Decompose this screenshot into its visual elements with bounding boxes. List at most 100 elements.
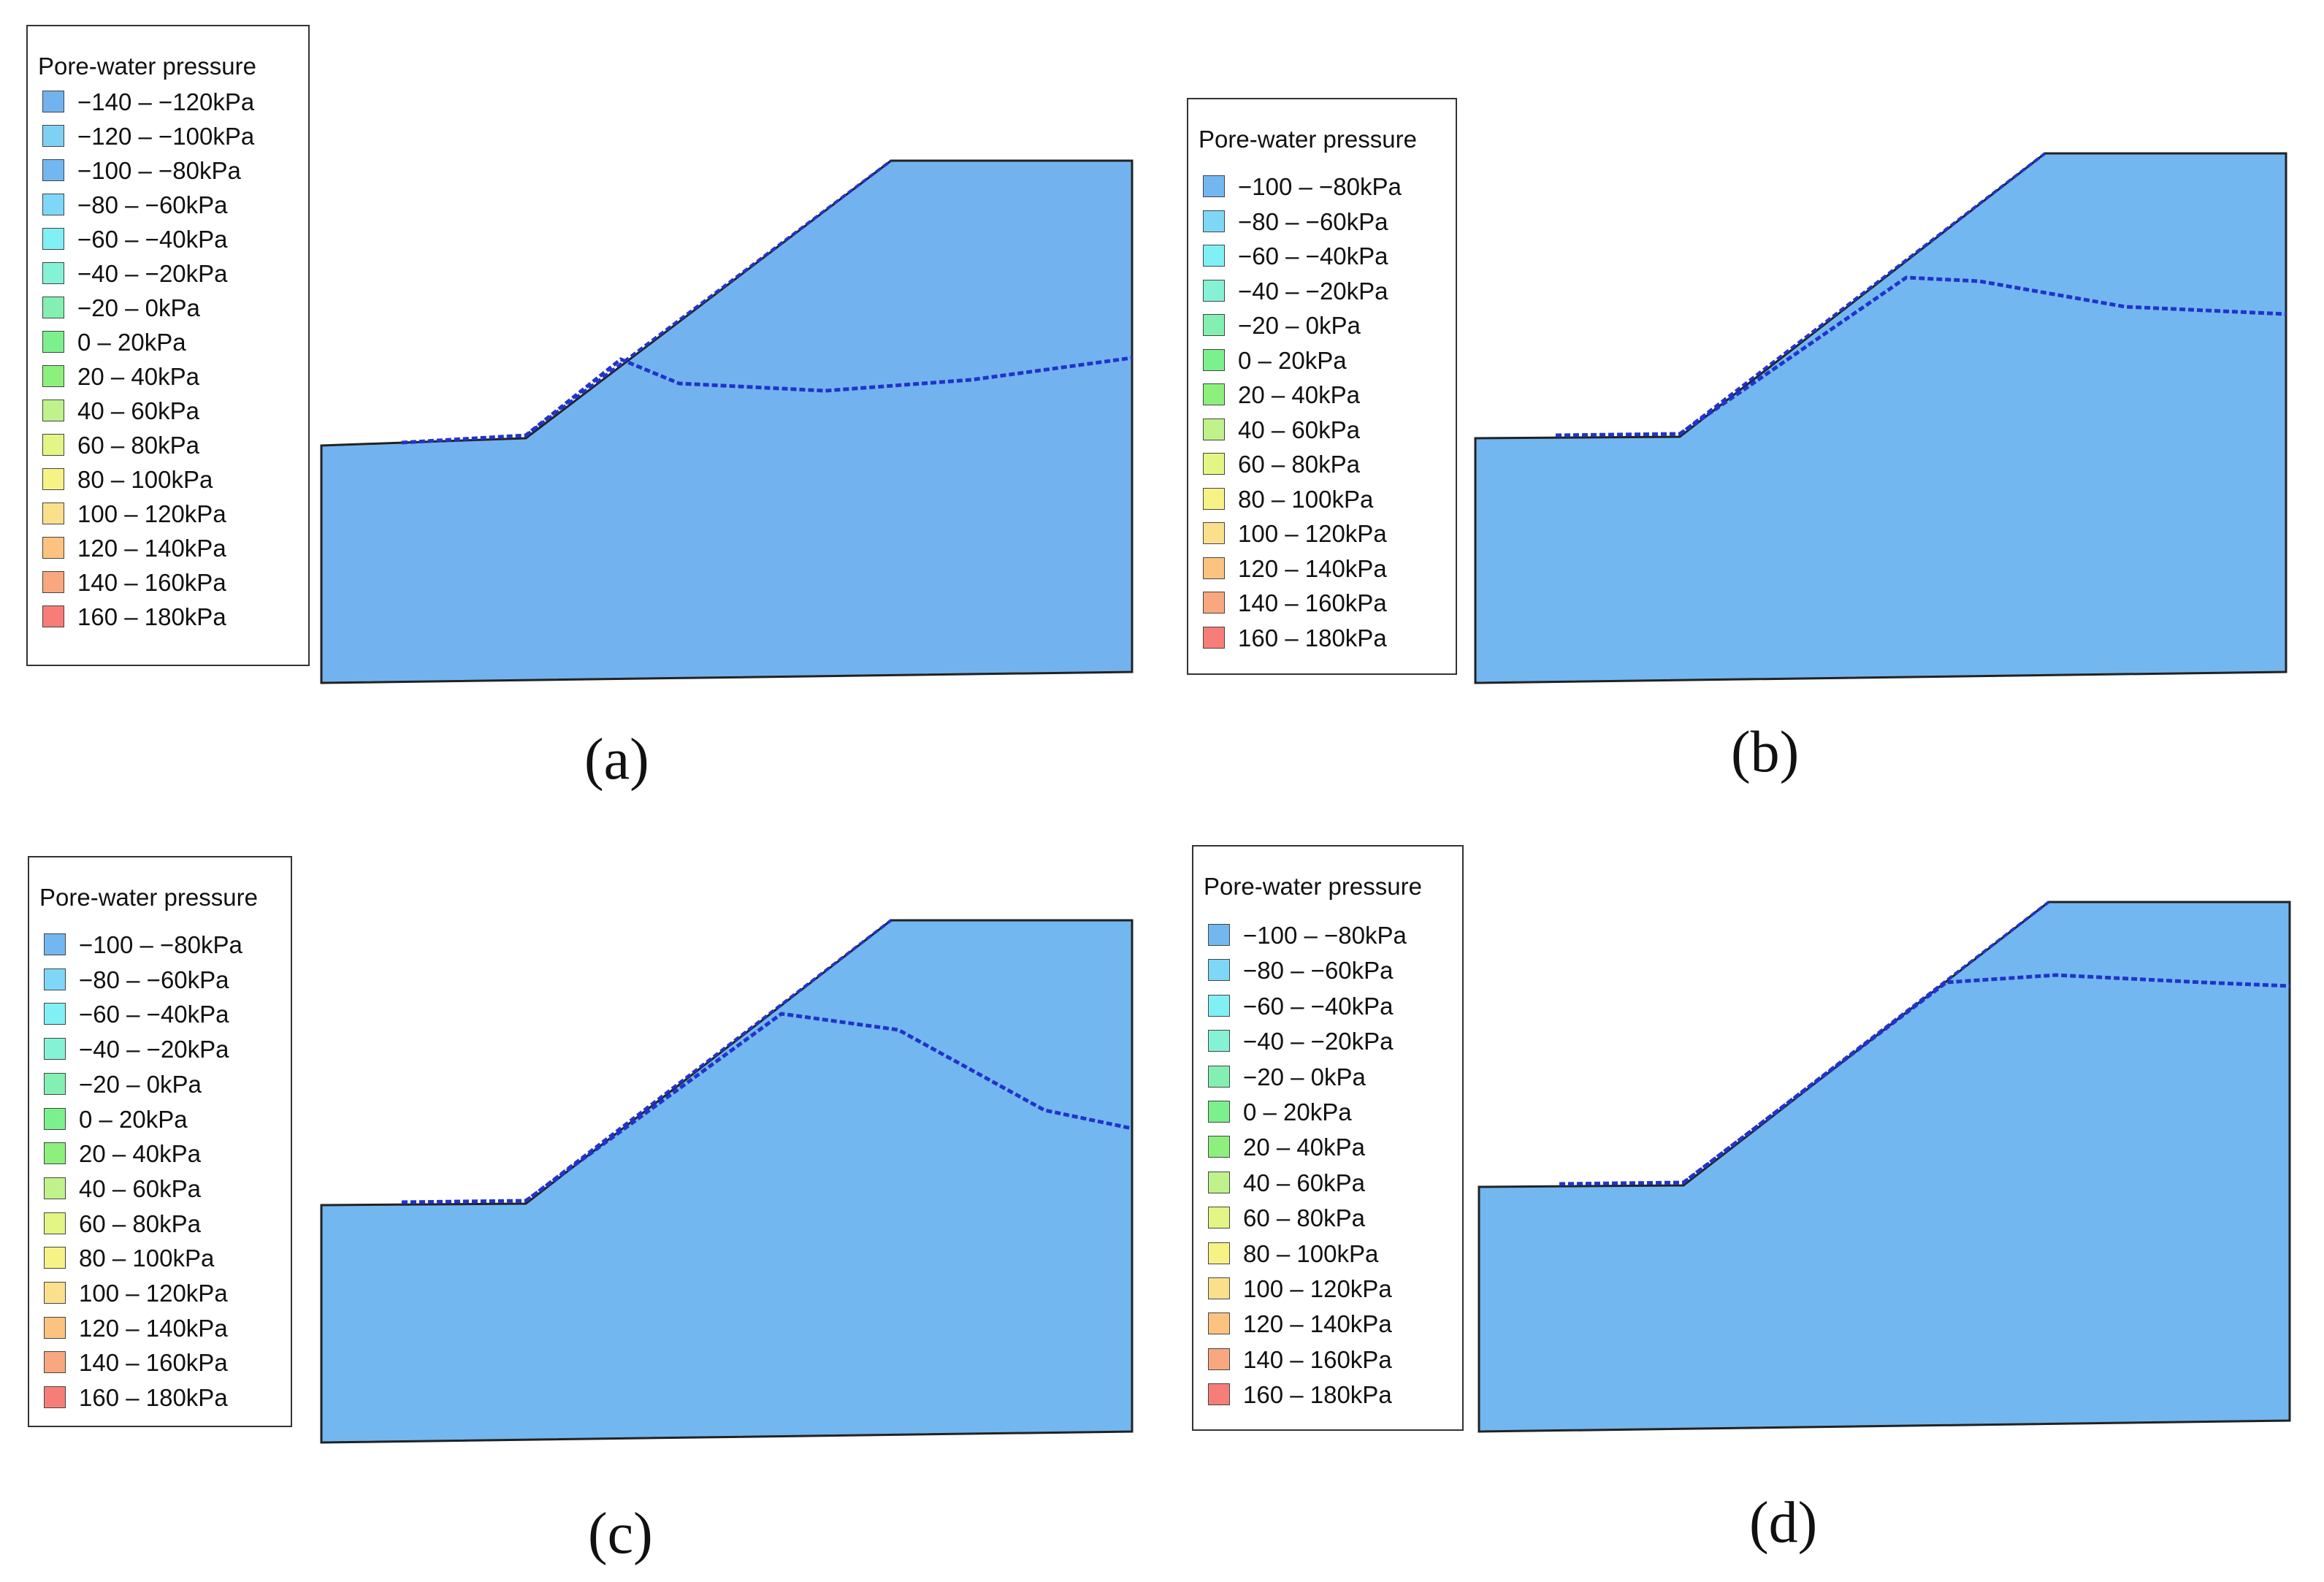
legend-swatch [1208,1383,1230,1406]
legend-label: 20 – 40kPa [79,1140,201,1168]
legend-label: −100 – −80kPa [79,931,242,958]
legend-label: −140 – −120kPa [77,88,255,115]
legend-swatch [1208,924,1230,946]
legend-swatch [44,1003,66,1025]
legend-label: 40 – 60kPa [77,397,199,424]
legend-d: Pore-water pressure −100 – −80kPa −80 – −… [1192,845,1464,1431]
legend-swatch [42,468,64,490]
legend-swatch [42,91,64,112]
contour-band [1479,902,2290,1432]
legend-label: −40 – −20kPa [1238,277,1388,305]
legend-label: −20 – 0kPa [77,294,200,321]
legend-swatch [1208,1277,1230,1299]
legend-label: 100 – 120kPa [1238,520,1387,547]
legend-label: 160 – 180kPa [1243,1381,1392,1409]
legend-label: −80 – −60kPa [77,191,228,218]
legend-swatch [1208,1065,1230,1088]
legend-swatch [1203,279,1225,302]
legend-label: 160 – 180kPa [1238,624,1387,651]
legend-label: −20 – 0kPa [1243,1063,1366,1090]
legend-label: −20 – 0kPa [1238,312,1361,339]
legend-swatch [1208,1242,1230,1264]
legend-swatch [1208,1101,1230,1123]
legend-label: −80 – −60kPa [1238,207,1388,235]
legend-b: Pore-water pressure −100 – −80kPa −80 – −… [1187,98,1457,675]
legend-swatch [42,297,64,318]
legend-label: 140 – 160kPa [1238,589,1387,616]
legend-swatch [1203,418,1225,440]
legend-label: 60 – 80kPa [1238,451,1360,478]
legend-swatch [42,194,64,215]
legend-swatch [44,1107,66,1130]
legend-swatch [42,400,64,421]
legend-swatch [42,228,64,250]
legend-label: 0 – 20kPa [77,329,186,356]
contour-band [1479,1430,2290,1432]
legend-label: 80 – 100kPa [79,1245,215,1272]
legend-swatch [42,537,64,559]
legend-label: 80 – 100kPa [1238,485,1374,513]
contour-band [321,681,1132,683]
contour-band [1475,681,2286,683]
caption-d: (d) [1749,1491,1818,1555]
legend-swatch [44,1351,66,1374]
legend-swatch [44,1386,66,1409]
legend-swatch [1203,314,1225,336]
legend-swatch [1203,348,1225,371]
legend-label: −60 – −40kPa [1243,992,1394,1020]
legend-label: 100 – 120kPa [79,1280,228,1307]
legend-label: −60 – −40kPa [77,226,228,253]
legend-swatch [1208,1171,1230,1193]
legend-swatch [42,571,64,593]
legend-label: 100 – 120kPa [1243,1275,1392,1302]
legend-swatch [1203,383,1225,405]
legend-swatch [1203,557,1225,579]
legend-label: 40 – 60kPa [1243,1169,1365,1196]
contour-band [321,1441,1132,1442]
legend-swatch [42,262,64,284]
legend-label: −40 – −20kPa [79,1036,229,1063]
legend-swatch [44,1247,66,1269]
legend-swatch [42,605,64,627]
legend-swatch [1203,245,1225,267]
legend-label: 60 – 80kPa [1243,1204,1365,1232]
caption-b: (b) [1731,720,1800,784]
legend-label: 120 – 140kPa [77,535,226,562]
legend-swatch [1203,175,1225,197]
legend-swatch [44,1177,66,1199]
slope-face-line [524,159,892,437]
legend-swatch [42,434,64,456]
slope-face-line [1678,152,2046,435]
legend-swatch [42,125,64,147]
legend-label: 160 – 180kPa [79,1384,228,1412]
slope-outline [1478,901,2291,1433]
legend-label: −100 – −80kPa [1238,173,1402,200]
legend-label: −80 – −60kPa [1243,957,1394,985]
legend-label: −60 – −40kPa [1238,242,1388,270]
legend-label: −20 – 0kPa [79,1070,202,1098]
legend-swatch [44,968,66,990]
legend-label: −40 – −20kPa [1243,1028,1394,1055]
legend-label: −100 – −80kPa [1243,922,1407,949]
slope-outline [1474,152,2287,684]
contour-band [1475,153,2286,683]
legend-label: 60 – 80kPa [79,1210,201,1237]
legend-label: 60 – 80kPa [77,432,199,459]
legend-c: Pore-water pressure −100 – −80kPa −80 – −… [28,856,292,1427]
contour-band [321,161,1132,683]
contour-plot-a [320,159,1134,684]
legend-label: 120 – 140kPa [1243,1310,1392,1338]
contour-plot-b [1474,152,2287,684]
slope-outline [320,159,1134,684]
legend-swatch [1203,626,1225,649]
legend-label: −40 – −20kPa [77,260,228,287]
legend-swatch [42,331,64,353]
legend-label: 0 – 20kPa [79,1105,188,1133]
legend-swatch [44,1316,66,1339]
legend-a: Pore-water pressure −140 – −120kPa −120 –… [26,25,310,666]
legend-label: 40 – 60kPa [1238,416,1360,443]
legend-swatch [1203,522,1225,544]
legend-swatch [44,1038,66,1061]
contour-plot-c [320,919,1134,1444]
legend-label: 140 – 160kPa [1243,1345,1392,1373]
